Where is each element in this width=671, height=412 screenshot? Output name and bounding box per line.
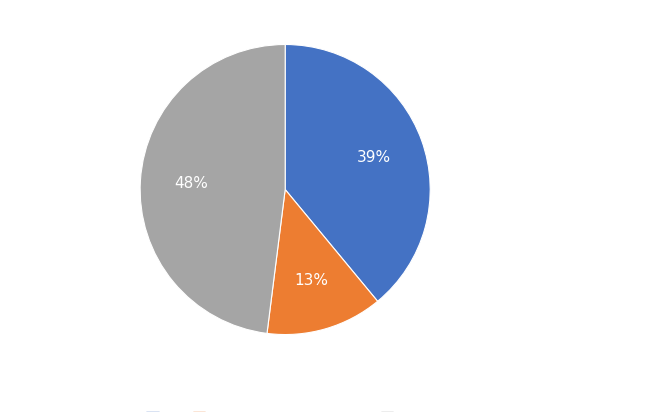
Wedge shape xyxy=(267,190,378,335)
Wedge shape xyxy=(285,44,430,301)
Text: 48%: 48% xyxy=(174,176,208,191)
Wedge shape xyxy=(140,44,285,333)
Text: 13%: 13% xyxy=(295,273,329,288)
Text: 39%: 39% xyxy=(357,150,391,165)
Legend: Ja, Nej, men det er planlagt, Nej: Ja, Nej, men det er planlagt, Nej xyxy=(142,407,429,412)
